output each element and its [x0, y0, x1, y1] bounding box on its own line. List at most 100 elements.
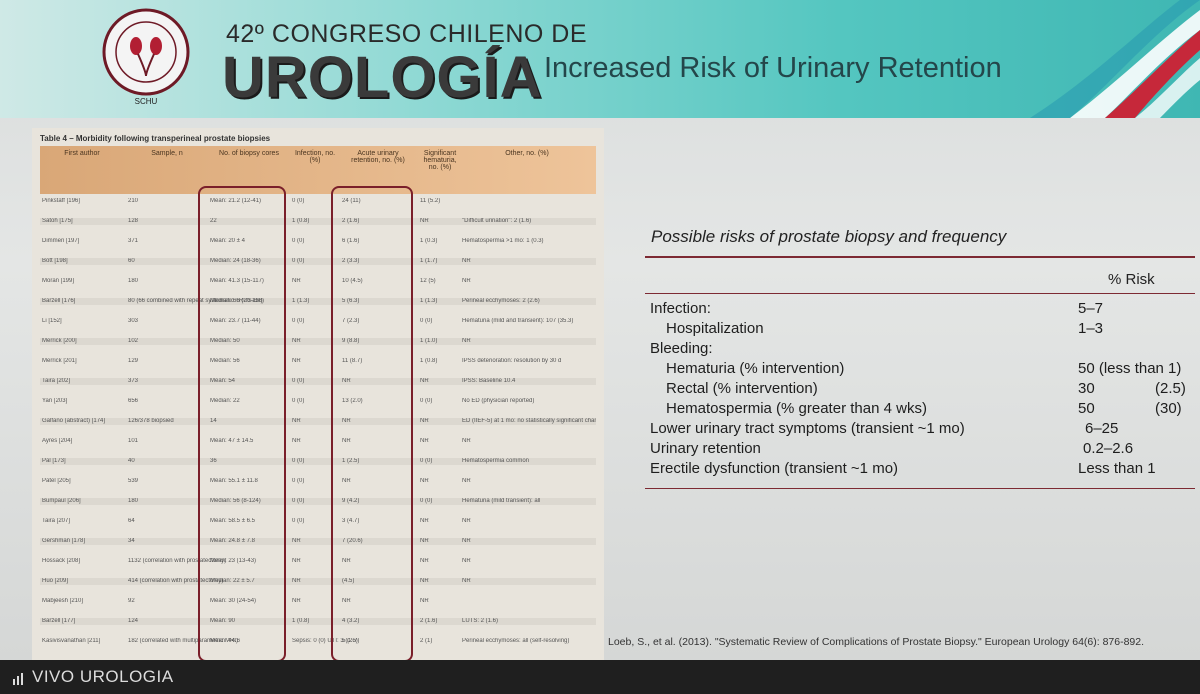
table-cell: NR [462, 338, 471, 344]
table-row: Merrick [200] 102 Median: 50 NR 9 (8.8) 1 (1.… [40, 338, 596, 345]
table-cell: Hematuria (mild and transient): 107 (35.… [462, 318, 574, 324]
table-cell: NR [342, 478, 351, 484]
table-cell: 0 (0) [292, 518, 305, 524]
table-cell: 9 (8.8) [342, 338, 360, 344]
table-cell: Median: 56 [210, 358, 240, 364]
highlight-box-urinary-retention [331, 186, 413, 660]
table-cell: Median: 24 (18-36) [210, 258, 261, 264]
table-cell: 1132 (correlation with prostatectomy) [128, 558, 227, 564]
risk-value: 5–7 [1078, 300, 1104, 317]
table-cell: NR [462, 258, 471, 264]
table-cell: NR [342, 378, 351, 384]
decorative-swoosh [1030, 0, 1200, 118]
table-cell: NR [292, 438, 301, 444]
signal-bars-icon [13, 672, 23, 685]
table-header-cell: First author [64, 150, 100, 157]
table-cell: 180 [128, 278, 139, 284]
table-cell: 0 (0) [292, 478, 305, 484]
table-cell: Hematuria (mild transient): all [462, 498, 541, 504]
table-row: Taira [202] 373 Mean: 54 0 (0) NR NR IPSS: Bas… [40, 378, 596, 385]
table-cell: Hossack [208] [42, 558, 81, 564]
table-cell: Perineal ecchymoses: 2 (2.6) [462, 298, 540, 304]
table-cell: 303 [128, 318, 139, 324]
table-row: Huo [209] 414 (correlation with prostatec… [40, 578, 596, 585]
schu-logo: SCHU [102, 8, 190, 106]
logo-abbr: SCHU [135, 97, 158, 106]
table-cell: Galfano (abstract) [174] [42, 418, 106, 424]
table-cell: NR [462, 278, 471, 284]
table-cell: 34 [128, 538, 135, 544]
table-cell: 7 (2.3) [342, 318, 360, 324]
table-cell: Median: 66 (20-138) [210, 298, 265, 304]
table-cell: Merrick [200] [42, 338, 77, 344]
table-cell: Barzell [177] [42, 618, 76, 624]
table-cell: Median: 56 (8-124) [210, 498, 261, 504]
table-cell: 80 (66 combined with repeat systematic T… [128, 298, 263, 304]
table-cell: NR [292, 558, 301, 564]
table-cell: 1 (1.7) [420, 258, 438, 264]
table-cell: Mean: 23 (13-43) [210, 558, 257, 564]
table-cell: NR [420, 558, 429, 564]
table-cell: 1 (1.3) [420, 298, 438, 304]
table-cell: NR [462, 538, 471, 544]
table-cell: Mean: 23.7 (11-44) [210, 318, 261, 324]
table-cell: 6 (1.6) [342, 238, 360, 244]
presentation-slide: SCHU 42º CONGRESO CHILENO DE UROLOGÍA In… [0, 0, 1200, 660]
table-cell: NR [420, 478, 429, 484]
congress-name: 42º CONGRESO CHILENO DE [226, 20, 587, 48]
table-cell: NR [420, 438, 429, 444]
table-cell: NR [292, 338, 301, 344]
table-cell: NR [462, 578, 471, 584]
table-header-cell: Other, no. (%) [505, 150, 549, 157]
table-cell: 10 (4.5) [342, 278, 363, 284]
risk-label: Hospitalization [666, 320, 764, 337]
table-row: Barzell [177] 124 Mean: 90 1 (0.8) 4 (3.2) 2 … [40, 618, 596, 625]
risk-column-header: % Risk [1108, 271, 1155, 288]
table-row: Pal [173] 40 36 0 (0) 1 (2.5) 0 (0) Hematosper… [40, 458, 596, 465]
table-cell: 64 [128, 518, 135, 524]
risk-label: Infection: [650, 300, 711, 317]
table-cell: Mean: 54 [210, 378, 236, 384]
table-cell: 0 (0) [420, 458, 433, 464]
table-cell: IPSS: Baseline 10.4 [462, 378, 516, 384]
table-row: Taira [207] 64 Mean: 58.5 ± 6.5 0 (0) 3 (4.7… [40, 518, 596, 525]
table-cell: 24 (11) [342, 198, 361, 204]
table-cell: Bumpaul [206] [42, 498, 81, 504]
table-cell: 14 [210, 418, 217, 424]
table-header-cell: Sample, n [151, 150, 183, 157]
table-cell: 1 (0.3) [420, 238, 438, 244]
table-cell: 124 [128, 618, 139, 624]
table-cell: 40 [128, 458, 135, 464]
table-cell: IPSS deterioration: resolution by 30 d [462, 358, 562, 364]
table-row: Pinkstaff [196] 210 Mean: 21.2 (12-41) 0 (0… [40, 198, 596, 205]
table-cell: NR [420, 578, 429, 584]
table-cell: 1 (2.5) [342, 458, 360, 464]
table-cell: Perineal ecchymoses: all (self-resolving… [462, 638, 570, 644]
table-row: Li [152] 303 Mean: 23.7 (11-44) 0 (0) 7 (2.3… [40, 318, 596, 325]
table-row: Patel [205] 539 Mean: 55.1 ± 11.8 0 (0) NR NR… [40, 478, 596, 485]
table-row: Merrick [201] 129 Median: 56 NR 11 (8.7) 1 (0… [40, 358, 596, 365]
table-cell: 1 (0.8) [292, 218, 310, 224]
table-cell: Median: 22 [210, 398, 240, 404]
table-cell: Pal [173] [42, 458, 66, 464]
table-cell: NR [420, 378, 429, 384]
table-cell: 2 (3.3) [342, 258, 360, 264]
risk-value: 50 [1078, 400, 1095, 417]
table-row: Moran [199] 180 Mean: 41.3 (15-117) NR 10 (4… [40, 278, 596, 285]
table-cell: 2 (1) [420, 638, 433, 644]
table-row: Galfano (abstract) [174] 126/378 biopsied… [40, 418, 596, 425]
morbidity-table: Table 4 – Morbidity following transperin… [32, 128, 604, 660]
table-cell: 539 [128, 478, 139, 484]
risk-label: Lower urinary tract symptoms (transient … [650, 420, 965, 437]
table-row: Gershman [178] 34 Mean: 24.8 ± 7.8 NR 7 (20.… [40, 538, 596, 545]
table-cell: 102 [128, 338, 139, 344]
table-cell: NR [342, 598, 351, 604]
table-cell: NR [462, 518, 471, 524]
table-cell: 1 (0.8) [292, 618, 310, 624]
table-cell: Mean: 30 (24-54) [210, 598, 257, 604]
table-cell: 12 (5) [420, 278, 436, 284]
brand-title: UROLOGÍA [222, 45, 543, 110]
table-cell: Patel [205] [42, 478, 71, 484]
table-cell: NR [420, 418, 429, 424]
table-cell: Satoh [175] [42, 218, 73, 224]
